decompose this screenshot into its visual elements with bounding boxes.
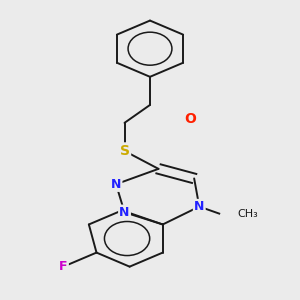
Text: N: N <box>111 178 121 191</box>
Text: N: N <box>119 206 130 219</box>
Text: O: O <box>184 112 196 126</box>
Text: CH₃: CH₃ <box>237 208 258 219</box>
Text: F: F <box>59 260 68 273</box>
Text: N: N <box>194 200 204 213</box>
Text: S: S <box>119 144 130 158</box>
